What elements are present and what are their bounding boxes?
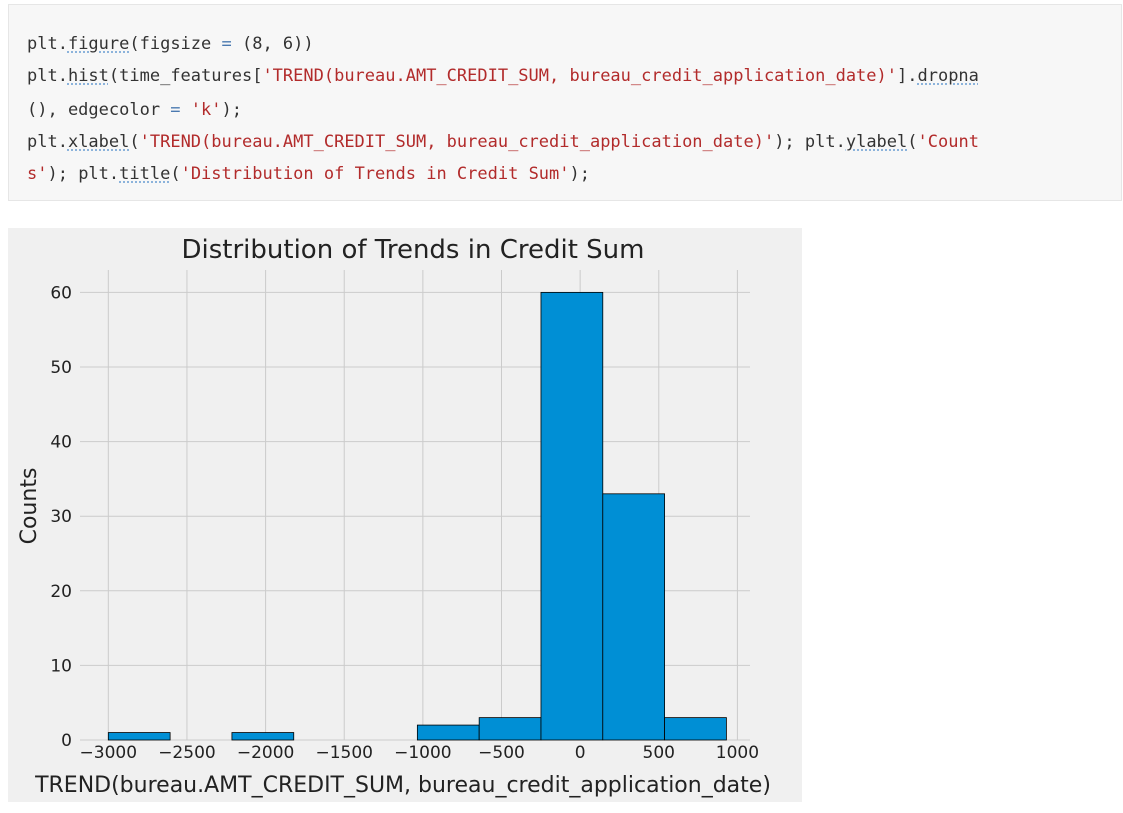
code-token: = — [170, 100, 181, 120]
code-token: 'k' — [190, 100, 222, 120]
tick-labels: 0 10 20 30 40 50 60 −3000 −2500 −2000 −1500 −1000 −5… — [50, 283, 759, 763]
code-token: ); — [569, 164, 590, 184]
code-token: ( — [170, 164, 181, 184]
code-token: title — [119, 164, 171, 184]
code-token: xlabel — [67, 132, 130, 152]
histogram-bar — [540, 291, 604, 741]
code-cell[interactable]: plt.figure(figsize = (8, 6)) plt.hist(ti… — [8, 4, 1122, 201]
plot-output: 0 10 20 30 40 50 60 −3000 −2500 −2000 −1500 −1000 −5… — [8, 228, 802, 802]
histogram-bar — [231, 732, 295, 741]
code-token: (8, 6)) — [231, 34, 314, 54]
code-line: s'); plt.title('Distribution of Trends i… — [27, 164, 590, 184]
code-token: = — [221, 34, 232, 54]
histogram-bar — [664, 717, 727, 741]
x-tick-label: 0 — [575, 743, 586, 763]
x-tick-label: −3000 — [80, 743, 138, 763]
code-token: (), edgecolor — [27, 100, 171, 120]
y-tick-label: 60 — [50, 283, 72, 303]
histogram-bar — [478, 717, 542, 741]
code-line: (), edgecolor = 'k'); — [27, 100, 242, 120]
y-tick-label: 40 — [50, 433, 72, 453]
code-token: ); — [221, 100, 242, 120]
x-tick-label: 500 — [643, 743, 675, 763]
y-tick-label: 20 — [50, 582, 72, 602]
y-tick-label: 10 — [50, 656, 72, 676]
y-tick-label: 50 — [50, 358, 72, 378]
histogram-chart: 0 10 20 30 40 50 60 −3000 −2500 −2000 −1500 −1000 −5… — [8, 228, 802, 802]
code-line: plt.hist(time_features['TREND(bureau.AMT… — [27, 66, 979, 86]
x-tick-label: −1000 — [394, 743, 452, 763]
code-token: 'Count — [917, 132, 979, 152]
code-token: 'TREND(bureau.AMT_CREDIT_SUM, bureau_cre… — [262, 66, 897, 86]
code-token: hist — [67, 66, 109, 86]
code-line: plt.xlabel('TREND(bureau.AMT_CREDIT_SUM,… — [27, 132, 979, 152]
histogram-bar — [107, 732, 171, 741]
code-token: 'TREND(bureau.AMT_CREDIT_SUM, bureau_cre… — [139, 132, 775, 152]
x-axis-label: TREND(bureau.AMT_CREDIT_SUM, bureau_cred… — [34, 773, 771, 798]
histogram-bar — [602, 493, 665, 741]
code-token: figure — [67, 34, 130, 54]
x-tick-label: −1500 — [315, 743, 373, 763]
code-token: dropna — [917, 66, 979, 86]
x-tick-label: −2000 — [237, 743, 295, 763]
y-axis-label: Counts — [17, 468, 42, 545]
code-token: ); plt. — [47, 164, 120, 184]
code-token: (time_features[ — [108, 66, 263, 86]
code-token: s' — [27, 164, 48, 184]
x-tick-label: 1000 — [716, 743, 759, 763]
chart-title: Distribution of Trends in Credit Sum — [182, 235, 645, 265]
y-tick-label: 30 — [50, 507, 72, 527]
code-token: ( — [129, 132, 140, 152]
bars — [107, 291, 727, 741]
code-token: ); plt. — [774, 132, 846, 152]
y-tick-label: 0 — [61, 731, 72, 751]
code-token: plt. — [27, 66, 68, 86]
code-token — [181, 100, 191, 120]
code-token: plt. — [27, 34, 68, 54]
histogram-bar — [416, 724, 480, 741]
code-token: ylabel — [845, 132, 908, 152]
code-line: plt.figure(figsize = (8, 6)) — [27, 34, 314, 54]
figure-background — [8, 228, 802, 802]
code-token: ( — [907, 132, 918, 152]
code-token: (figsize — [129, 34, 222, 54]
code-token: ]. — [897, 66, 918, 86]
x-tick-label: −2500 — [158, 743, 216, 763]
code-token: 'Distribution of Trends in Credit Sum' — [180, 164, 570, 184]
x-tick-label: −500 — [478, 743, 525, 763]
code-token: plt. — [27, 132, 68, 152]
